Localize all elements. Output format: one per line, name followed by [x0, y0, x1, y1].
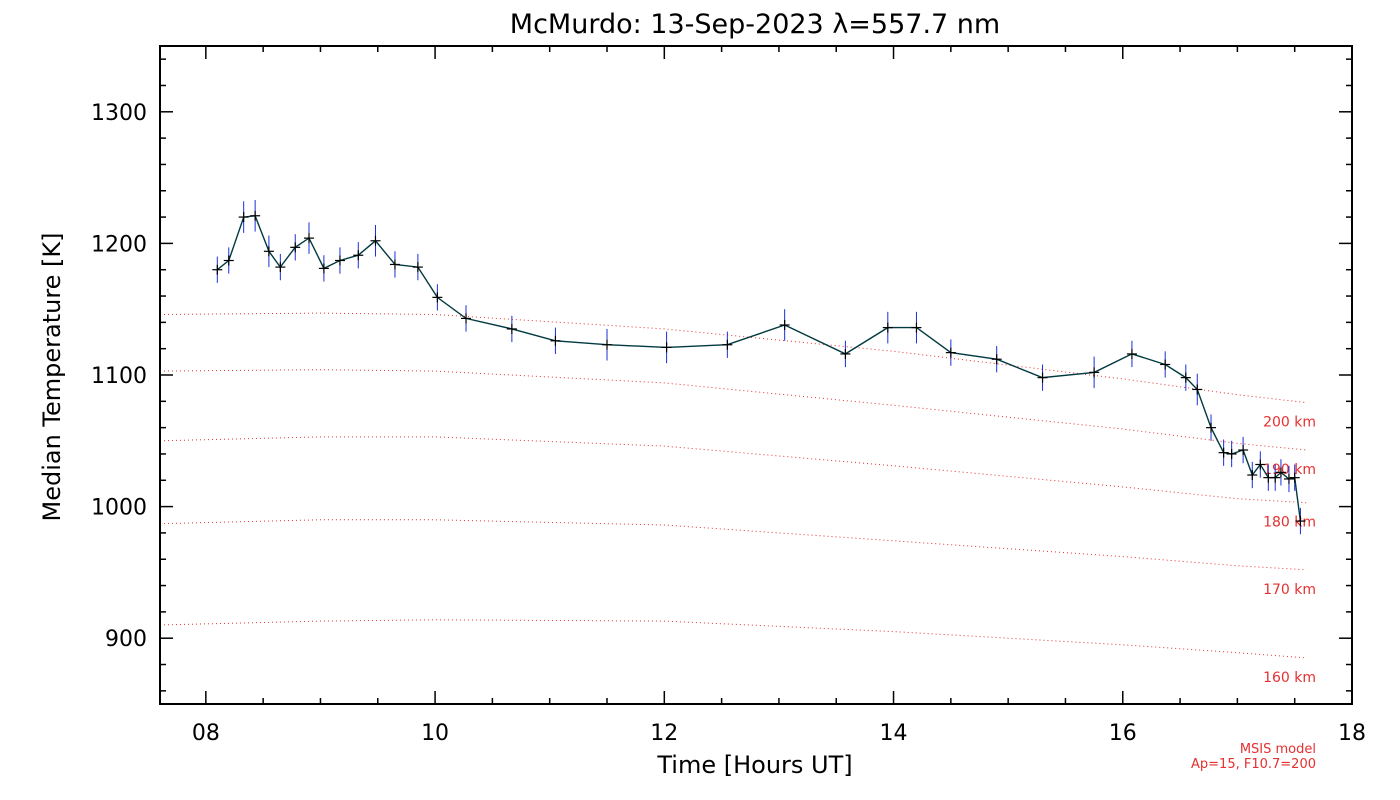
data-point [353, 250, 364, 261]
y-tick-label: 1200 [91, 232, 147, 257]
model-curve-label: 170 km [1263, 582, 1316, 598]
axes: 08 10 12 14 16 18 900 1000 1100 1200 1300 [91, 45, 1366, 746]
data-point [661, 342, 672, 353]
data-point [334, 255, 345, 266]
data-line [216, 215, 1302, 522]
model-curve-label: 180 km [1263, 515, 1316, 531]
data-point [882, 322, 893, 333]
data-point [250, 210, 261, 221]
data-point [1226, 448, 1237, 459]
model-curves: 200 km 190 km 180 km 170 km 160 km [159, 312, 1316, 686]
data-point [238, 212, 249, 223]
data-point [1218, 447, 1229, 458]
data-point [290, 242, 301, 253]
data-series [212, 199, 1306, 535]
y-axis-title: Median Temperature [K] [38, 232, 66, 521]
y-tick-label: 900 [105, 627, 147, 652]
model-curve [159, 519, 1307, 571]
data-point [461, 313, 472, 324]
data-point [318, 263, 329, 274]
data-point [1192, 384, 1203, 395]
data-point [1275, 467, 1286, 478]
data-point [1180, 372, 1191, 383]
data-point [506, 323, 517, 334]
data-point [1238, 445, 1249, 456]
data-point [1289, 472, 1300, 483]
data-point [263, 246, 274, 257]
x-tick-label: 08 [192, 721, 220, 746]
data-point [370, 235, 381, 246]
data-point [911, 322, 922, 333]
data-point [1206, 422, 1217, 433]
data-point [1295, 516, 1306, 527]
x-tick-label: 18 [1338, 721, 1366, 746]
data-point [389, 259, 400, 270]
data-point [945, 347, 956, 358]
data-point [1160, 359, 1171, 370]
data-point [779, 319, 790, 330]
data-point [223, 255, 234, 266]
data-point [432, 292, 443, 303]
x-tick-label: 16 [1109, 721, 1137, 746]
x-tick-label: 10 [421, 721, 449, 746]
model-curve [159, 436, 1307, 504]
data-point [1255, 459, 1266, 470]
data-point [1247, 470, 1258, 481]
data-point [602, 339, 612, 350]
y-tick-label: 1000 [91, 496, 147, 521]
model-note-line-1: MSIS model [1240, 742, 1316, 757]
chart-title: McMurdo: 13-Sep-2023 λ=557.7 nm [510, 9, 1000, 40]
model-curve [159, 369, 1307, 451]
data-point [840, 348, 851, 359]
y-tick-label: 1300 [91, 101, 147, 126]
data-point [1126, 348, 1137, 359]
model-curve [159, 619, 1307, 659]
data-point [212, 264, 223, 275]
data-point [1089, 367, 1100, 378]
model-note-line-2: Ap=15, F10.7=200 [1191, 757, 1316, 772]
data-point [412, 262, 423, 273]
data-point [1037, 372, 1048, 383]
x-tick-label: 12 [650, 721, 678, 746]
model-curve-label: 200 km [1263, 415, 1316, 431]
x-axis-title: Time [Hours UT] [656, 751, 852, 779]
model-curve [159, 312, 1307, 404]
data-point [275, 262, 286, 273]
data-point [1270, 472, 1281, 483]
model-curve-label: 190 km [1263, 462, 1316, 478]
model-curve-label: 160 km [1263, 670, 1316, 686]
y-tick-label: 1100 [91, 364, 147, 389]
plot-frame [159, 45, 1353, 705]
x-tick-label: 14 [880, 721, 908, 746]
data-point [722, 339, 733, 350]
data-point [550, 335, 561, 346]
data-point [1283, 473, 1294, 484]
data-point [991, 354, 1002, 365]
data-point [304, 233, 314, 244]
